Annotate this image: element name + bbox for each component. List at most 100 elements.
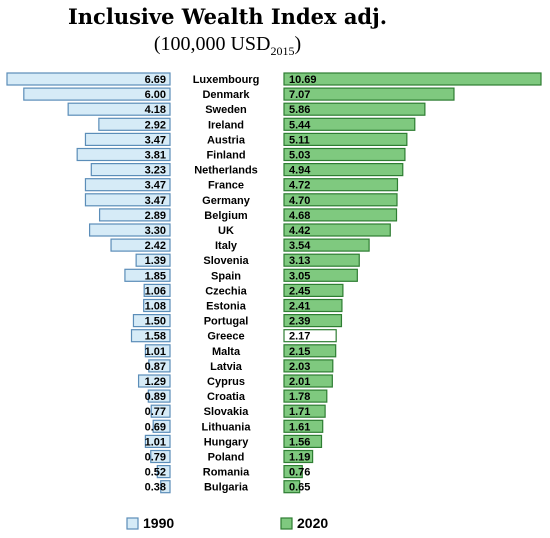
bar-2020-finland bbox=[283, 147, 406, 162]
label-2020-greece: 2.17 bbox=[289, 331, 310, 343]
label-1990-croatia: 0.89 bbox=[145, 391, 166, 403]
label-1990-italy: 2.42 bbox=[145, 240, 166, 252]
bar-1990-portugal bbox=[132, 314, 171, 328]
label-1990-portugal: 1.50 bbox=[145, 316, 166, 328]
label-2020-malta: 2.15 bbox=[289, 346, 310, 358]
label-2020-slovakia: 1.71 bbox=[289, 406, 310, 418]
label-2020-france: 4.72 bbox=[289, 180, 310, 192]
label-2020-romania: 0.76 bbox=[289, 467, 310, 479]
label-1990-uk: 3.30 bbox=[145, 225, 166, 237]
bar-2020-latvia bbox=[283, 359, 334, 373]
category-label-italy: Italy bbox=[215, 240, 238, 252]
bar-1990-slovakia bbox=[150, 404, 171, 418]
category-label-greece: Greece bbox=[207, 331, 244, 343]
bar-2020-hungary bbox=[283, 434, 323, 448]
category-label-finland: Finland bbox=[206, 150, 245, 162]
category-label-portugal: Portugal bbox=[204, 316, 249, 328]
bar-1990-slovenia bbox=[135, 253, 171, 267]
label-1990-austria: 3.47 bbox=[145, 134, 166, 146]
bar-1990-finland bbox=[76, 147, 171, 162]
bar-2020-belgium bbox=[283, 208, 398, 222]
bar-1990-germany bbox=[84, 193, 171, 207]
category-label-austria: Austria bbox=[207, 134, 246, 146]
bar-2020-slovenia bbox=[283, 253, 360, 267]
subtitle-end: ) bbox=[294, 33, 302, 55]
chart-subtitle: (100,000 USD2015) bbox=[0, 33, 455, 59]
label-1990-malta: 1.01 bbox=[145, 346, 166, 358]
bar-1990-luxembourg bbox=[6, 72, 171, 86]
category-label-ireland: Ireland bbox=[208, 119, 244, 131]
label-1990-netherlands: 3.23 bbox=[145, 165, 166, 177]
category-label-netherlands: Netherlands bbox=[194, 165, 258, 177]
category-label-cyprus: Cyprus bbox=[207, 376, 245, 388]
label-1990-ireland: 2.92 bbox=[145, 119, 166, 131]
bar-2020-austria bbox=[283, 132, 408, 146]
bar-2020-france bbox=[283, 178, 399, 192]
bar-2020-germany bbox=[283, 193, 398, 207]
category-label-belgium: Belgium bbox=[204, 210, 248, 222]
label-1990-belgium: 2.89 bbox=[145, 210, 166, 222]
bar-2020-poland bbox=[283, 449, 314, 464]
label-1990-estonia: 1.08 bbox=[145, 301, 166, 313]
bar-1990-romania bbox=[156, 465, 171, 479]
bar-1990-italy bbox=[110, 238, 171, 252]
category-label-france: France bbox=[208, 180, 244, 192]
label-2020-finland: 5.03 bbox=[289, 150, 310, 162]
bar-1990-estonia bbox=[143, 298, 171, 313]
bar-2020-netherlands bbox=[283, 163, 404, 177]
category-label-malta: Malta bbox=[212, 346, 241, 358]
label-2020-denmark: 7.07 bbox=[289, 89, 310, 101]
subtitle-main: (100,000 USD bbox=[153, 33, 271, 55]
legend-label-2020: 2020 bbox=[297, 515, 328, 531]
bar-2020-croatia bbox=[283, 389, 328, 403]
label-1990-lithuania: 0.69 bbox=[145, 421, 166, 433]
label-2020-italy: 3.54 bbox=[289, 240, 311, 252]
bar-1990-sweden bbox=[67, 102, 171, 116]
legend-label-1990: 1990 bbox=[143, 515, 174, 531]
label-1990-slovenia: 1.39 bbox=[145, 255, 166, 267]
category-label-romania: Romania bbox=[203, 467, 250, 479]
category-label-croatia: Croatia bbox=[207, 391, 246, 403]
bar-1990-greece bbox=[130, 329, 171, 343]
bar-1990-netherlands bbox=[90, 163, 171, 177]
bar-2020-portugal bbox=[283, 314, 343, 328]
label-1990-bulgaria: 0.38 bbox=[145, 482, 166, 494]
legend-swatch-2020 bbox=[280, 517, 293, 530]
bar-1990-czechia bbox=[143, 283, 171, 297]
label-2020-czechia: 2.45 bbox=[289, 285, 310, 297]
bar-2020-bulgaria bbox=[283, 480, 301, 494]
bar-1990-spain bbox=[124, 268, 171, 282]
label-1990-cyprus: 1.29 bbox=[145, 376, 166, 388]
category-label-lithuania: Lithuania bbox=[202, 421, 252, 433]
label-1990-finland: 3.81 bbox=[145, 150, 166, 162]
label-2020-spain: 3.05 bbox=[289, 270, 310, 282]
category-label-latvia: Latvia bbox=[210, 361, 243, 373]
bar-1990-belgium bbox=[98, 208, 171, 222]
category-label-slovakia: Slovakia bbox=[204, 406, 250, 418]
label-2020-cyprus: 2.01 bbox=[289, 376, 310, 388]
bar-2020-luxembourg bbox=[283, 72, 542, 86]
bar-2020-malta bbox=[283, 344, 337, 358]
category-label-estonia: Estonia bbox=[206, 301, 247, 313]
label-1990-poland: 0.79 bbox=[145, 452, 166, 464]
bar-1990-hungary bbox=[144, 434, 171, 448]
bar-2020-estonia bbox=[283, 298, 343, 313]
legend-swatch-1990 bbox=[126, 517, 139, 530]
label-2020-belgium: 4.68 bbox=[289, 210, 310, 222]
label-2020-poland: 1.19 bbox=[289, 452, 310, 464]
bar-2020-uk bbox=[283, 223, 391, 237]
label-2020-uk: 4.42 bbox=[289, 225, 310, 237]
category-label-bulgaria: Bulgaria bbox=[204, 482, 249, 494]
label-2020-portugal: 2.39 bbox=[289, 316, 310, 328]
label-1990-romania: 0.52 bbox=[145, 467, 166, 479]
bar-2020-slovakia bbox=[283, 404, 326, 418]
bar-1990-austria bbox=[84, 132, 171, 146]
label-2020-sweden: 5.86 bbox=[289, 104, 310, 116]
label-1990-slovakia: 0.77 bbox=[145, 406, 166, 418]
label-1990-hungary: 1.01 bbox=[145, 436, 166, 448]
label-2020-lithuania: 1.61 bbox=[289, 421, 310, 433]
bar-2020-sweden bbox=[283, 102, 426, 116]
category-label-slovenia: Slovenia bbox=[203, 255, 249, 267]
